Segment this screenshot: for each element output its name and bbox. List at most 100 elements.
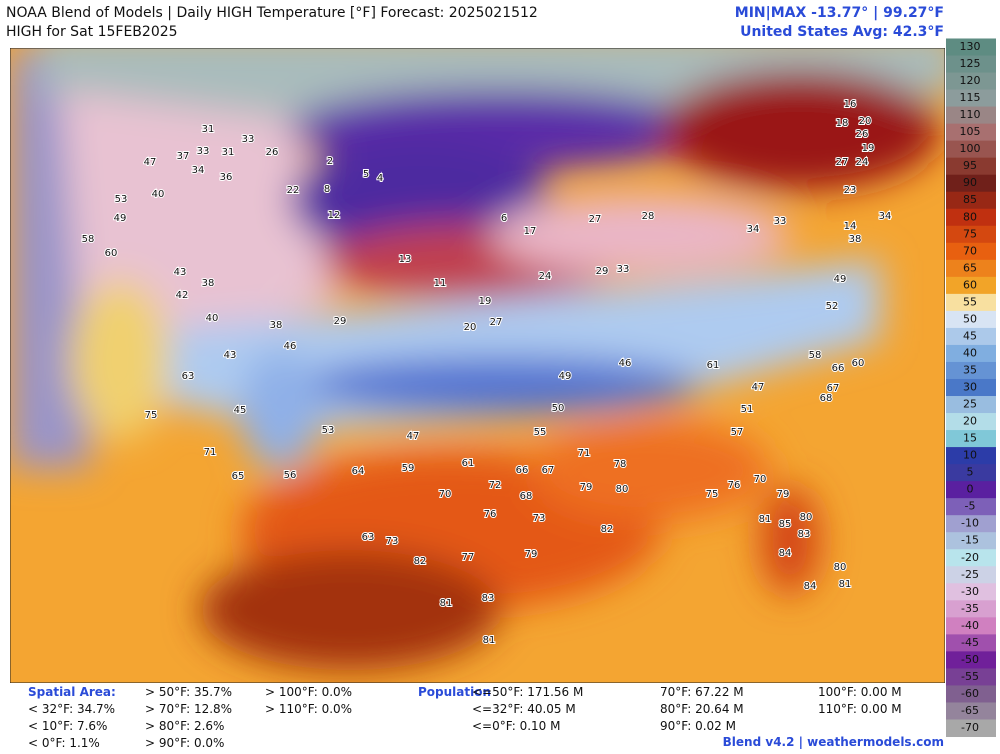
colorbar-label: 55 xyxy=(963,295,977,308)
colorbar-swatch xyxy=(946,600,996,618)
stat: <=0°F: 0.10 M xyxy=(472,719,560,733)
stat: > 50°F: 35.7% xyxy=(145,685,232,699)
station-value: 79 xyxy=(580,482,593,493)
station-value: 56 xyxy=(284,470,297,481)
colorbar-label: -10 xyxy=(961,517,979,530)
colorbar-label: 5 xyxy=(967,466,974,479)
station-value: 29 xyxy=(596,266,609,277)
station-value: 4 xyxy=(377,173,383,184)
station-value: 75 xyxy=(145,410,158,421)
colorbar-swatch xyxy=(946,685,996,703)
station-value: 85 xyxy=(779,519,792,530)
colorbar-label: 85 xyxy=(963,193,977,206)
colorbar-label: 25 xyxy=(963,398,977,411)
station-value: 49 xyxy=(559,371,572,382)
station-value: 31 xyxy=(202,124,215,135)
colorbar-label: -45 xyxy=(961,636,979,649)
station-value: 33 xyxy=(242,134,255,145)
colorbar-label: 35 xyxy=(963,363,977,376)
colorbar-swatch xyxy=(946,293,996,312)
station-value: 43 xyxy=(224,350,237,361)
station-value: 11 xyxy=(434,278,447,289)
station-value: 84 xyxy=(804,581,817,592)
colorbar-label: -55 xyxy=(961,670,979,683)
station-value: 33 xyxy=(197,146,210,157)
colorbar-swatch xyxy=(946,242,996,261)
station-value: 16 xyxy=(844,99,857,110)
station-labels: 31 33 37 33 31 26 47 40 34 36 2 5 4 8 22 12 6 17 53 49 58 60 4… xyxy=(81,98,893,647)
stat: > 110°F: 0.0% xyxy=(265,702,352,716)
colorbar-label: 95 xyxy=(963,159,977,172)
stat: > 80°F: 2.6% xyxy=(145,719,224,733)
colorbar-swatch xyxy=(946,361,996,380)
colorbar-label: 10 xyxy=(963,449,977,462)
spatial-label: Spatial Area: xyxy=(28,685,116,699)
map xyxy=(10,48,945,683)
station-value: 19 xyxy=(479,296,492,307)
station-value: 38 xyxy=(849,234,862,245)
colorbar-swatch xyxy=(946,55,996,74)
colorbar-swatch xyxy=(946,532,996,550)
station-value: 60 xyxy=(105,248,118,259)
station-value: 68 xyxy=(820,393,833,404)
station-value: 80 xyxy=(616,484,629,495)
colorbar-swatch xyxy=(946,174,996,193)
subtitle: HIGH for Sat 15FEB2025 xyxy=(6,24,178,40)
colorbar-swatch xyxy=(946,327,996,346)
colorbar-label: 50 xyxy=(963,312,977,325)
colorbar-label: -20 xyxy=(961,551,979,564)
station-value: 50 xyxy=(552,403,565,414)
credit: Blend v4.2 | weathermodels.com xyxy=(723,735,944,749)
station-value: 64 xyxy=(352,466,365,477)
colorbar-swatch xyxy=(946,566,996,584)
station-value: 12 xyxy=(328,210,341,221)
colorbar-swatch xyxy=(946,157,996,176)
colorbar-swatch xyxy=(946,259,996,278)
station-value: 6 xyxy=(501,213,507,224)
station-value: 29 xyxy=(334,316,347,327)
station-value: 81 xyxy=(483,635,496,646)
station-value: 22 xyxy=(287,185,300,196)
station-value: 27 xyxy=(836,157,849,168)
stat: < 0°F: 1.1% xyxy=(28,736,100,750)
station-value: 66 xyxy=(832,363,845,374)
station-value: 76 xyxy=(728,480,741,491)
colorbar-swatch xyxy=(946,378,996,397)
station-value: 76 xyxy=(484,509,497,520)
average: United States Avg: 42.3°F xyxy=(740,24,944,40)
colorbar-swatch xyxy=(946,719,996,738)
colorbar-label: 80 xyxy=(963,210,977,223)
colorbar-swatch xyxy=(946,634,996,652)
colorbar-label: -5 xyxy=(965,500,976,513)
colorbar-swatch xyxy=(946,123,996,142)
colorbar-swatch xyxy=(946,430,996,448)
station-value: 49 xyxy=(114,213,127,224)
colorbar-swatch xyxy=(946,276,996,295)
station-value: 84 xyxy=(779,548,792,559)
colorbar-label: 40 xyxy=(963,346,977,359)
colorbar-label: 120 xyxy=(960,74,981,87)
station-value: 82 xyxy=(601,524,614,535)
station-value: 23 xyxy=(844,185,857,196)
colorbar-swatch xyxy=(946,464,996,482)
station-value: 81 xyxy=(839,579,852,590)
colorbar-swatch xyxy=(946,583,996,601)
station-value: 68 xyxy=(520,491,533,502)
min-max: MIN|MAX -13.77° | 99.27°F xyxy=(735,5,944,21)
station-value: 47 xyxy=(407,431,420,442)
station-value: 80 xyxy=(800,512,813,523)
colorbar-swatch xyxy=(946,651,996,669)
station-value: 20 xyxy=(859,116,872,127)
colorbar-label: -35 xyxy=(961,602,979,615)
station-value: 13 xyxy=(399,254,412,265)
colorbar-swatch xyxy=(946,72,996,91)
stat: 110°F: 0.00 M xyxy=(818,702,902,716)
colorbar-label: -40 xyxy=(961,619,979,632)
station-value: 34 xyxy=(192,165,205,176)
station-value: 47 xyxy=(144,157,157,168)
footer: Spatial Area: < 32°F: 34.7% < 10°F: 7.6%… xyxy=(28,685,944,750)
station-value: 42 xyxy=(176,290,189,301)
station-value: 81 xyxy=(759,514,772,525)
station-value: 43 xyxy=(174,267,187,278)
